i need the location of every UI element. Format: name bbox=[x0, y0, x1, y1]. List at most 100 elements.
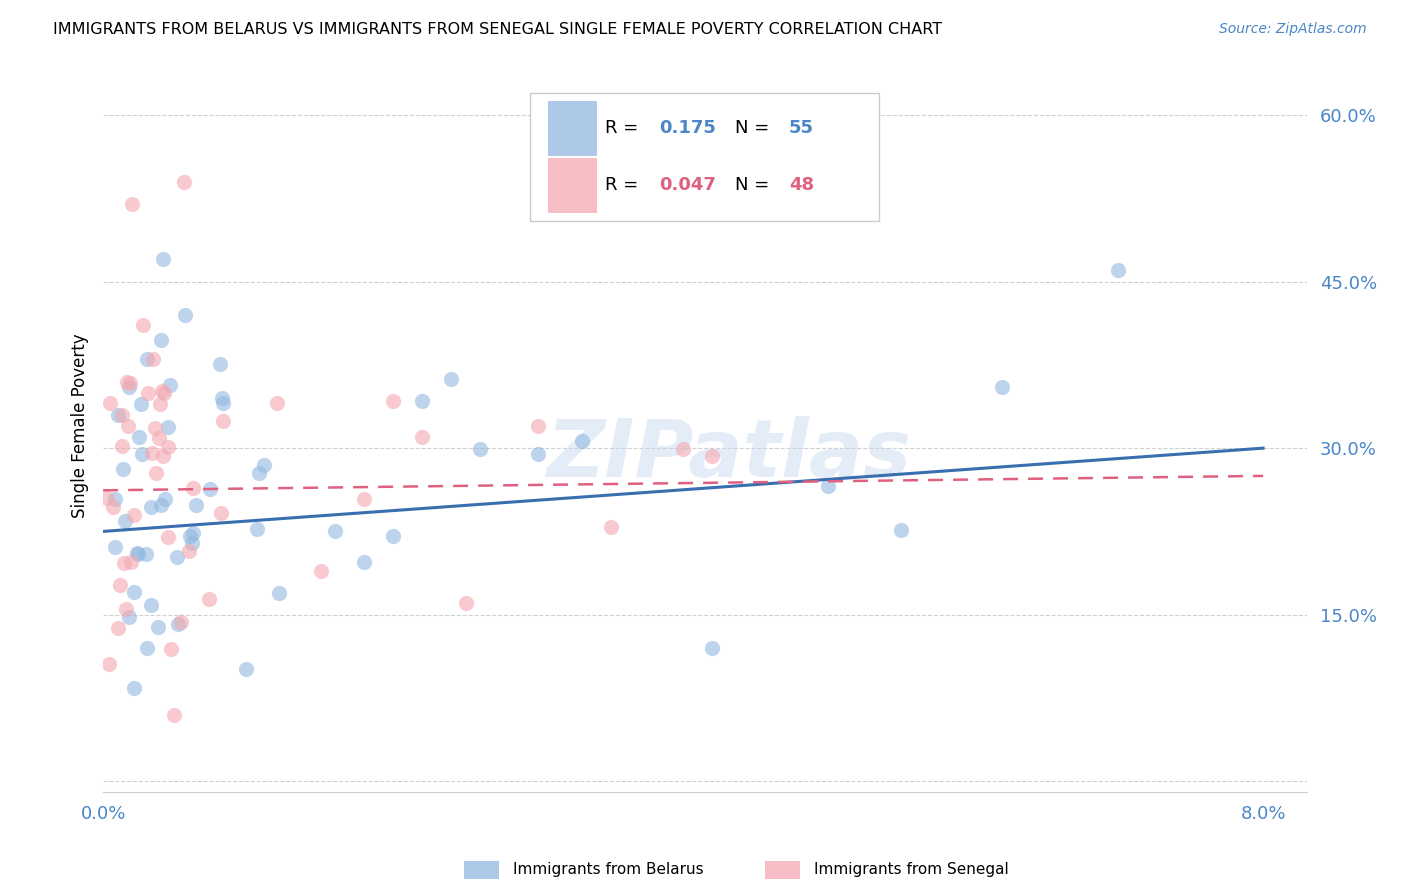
Point bbox=[468, 442, 491, 456]
Point bbox=[118, 376, 141, 390]
Point bbox=[166, 549, 188, 564]
Point bbox=[177, 544, 200, 558]
Point bbox=[117, 419, 139, 434]
Point bbox=[156, 440, 179, 454]
Point bbox=[173, 308, 195, 322]
Point bbox=[353, 555, 375, 569]
Point bbox=[527, 418, 550, 433]
Text: Immigrants from Belarus: Immigrants from Belarus bbox=[513, 863, 704, 877]
Point bbox=[166, 617, 188, 632]
Point bbox=[411, 393, 433, 408]
Point bbox=[267, 586, 290, 600]
Point bbox=[108, 578, 131, 592]
Point bbox=[145, 466, 167, 480]
Point bbox=[235, 662, 257, 676]
Point bbox=[132, 318, 155, 332]
Point bbox=[120, 555, 142, 569]
Point bbox=[454, 597, 477, 611]
Point bbox=[125, 545, 148, 559]
Point bbox=[700, 449, 723, 463]
Point bbox=[571, 434, 593, 448]
Point bbox=[136, 640, 159, 655]
Point bbox=[150, 333, 173, 347]
Point bbox=[157, 420, 180, 434]
Point bbox=[139, 598, 162, 612]
Point bbox=[115, 375, 138, 389]
Point bbox=[309, 564, 332, 578]
Point bbox=[122, 508, 145, 522]
Point bbox=[111, 408, 134, 422]
Text: N =: N = bbox=[735, 120, 775, 137]
Point bbox=[672, 442, 695, 456]
Point bbox=[382, 528, 405, 542]
Text: Immigrants from Senegal: Immigrants from Senegal bbox=[814, 863, 1010, 877]
Point bbox=[152, 252, 174, 267]
Point bbox=[181, 525, 204, 540]
Point bbox=[131, 447, 153, 461]
Text: IMMIGRANTS FROM BELARUS VS IMMIGRANTS FROM SENEGAL SINGLE FEMALE POVERTY CORRELA: IMMIGRANTS FROM BELARUS VS IMMIGRANTS FR… bbox=[53, 22, 942, 37]
Point bbox=[323, 524, 346, 538]
Point bbox=[266, 396, 288, 410]
Point bbox=[184, 498, 207, 512]
Point bbox=[160, 641, 183, 656]
Point bbox=[411, 429, 433, 443]
Point bbox=[122, 681, 145, 695]
Point bbox=[135, 547, 157, 561]
Point bbox=[103, 500, 125, 515]
Point bbox=[148, 431, 170, 445]
Point bbox=[98, 657, 121, 671]
Point bbox=[141, 446, 163, 460]
Point bbox=[209, 357, 232, 371]
Point bbox=[382, 394, 405, 409]
Text: ZIPatlas: ZIPatlas bbox=[547, 417, 911, 494]
Text: 55: 55 bbox=[789, 120, 814, 137]
Point bbox=[114, 515, 136, 529]
Text: R =: R = bbox=[605, 176, 644, 194]
Point bbox=[122, 585, 145, 599]
FancyBboxPatch shape bbox=[548, 158, 596, 212]
FancyBboxPatch shape bbox=[530, 93, 879, 221]
Point bbox=[135, 352, 157, 367]
Point bbox=[127, 547, 149, 561]
Point bbox=[150, 384, 173, 398]
Point bbox=[211, 391, 233, 405]
Point bbox=[96, 491, 118, 506]
Point bbox=[111, 462, 134, 476]
Point bbox=[181, 481, 204, 495]
Point bbox=[118, 610, 141, 624]
Point bbox=[700, 640, 723, 655]
Point bbox=[252, 458, 274, 473]
FancyBboxPatch shape bbox=[548, 101, 596, 156]
Point bbox=[98, 396, 121, 410]
Point bbox=[353, 491, 375, 506]
Point bbox=[142, 352, 165, 367]
Point bbox=[817, 478, 839, 492]
Point bbox=[211, 414, 233, 428]
Point bbox=[198, 482, 221, 496]
Point bbox=[159, 378, 181, 392]
Point bbox=[440, 372, 463, 386]
Point bbox=[152, 450, 174, 464]
Text: 0.047: 0.047 bbox=[659, 176, 716, 194]
Point bbox=[141, 500, 163, 514]
Point bbox=[212, 396, 235, 410]
Point bbox=[128, 430, 150, 444]
Point bbox=[247, 466, 270, 480]
Point bbox=[136, 385, 159, 400]
Point bbox=[209, 506, 232, 520]
Point bbox=[599, 519, 621, 533]
Point bbox=[181, 535, 204, 549]
Point bbox=[991, 380, 1014, 394]
Point bbox=[129, 396, 152, 410]
Point bbox=[527, 448, 550, 462]
Point bbox=[156, 530, 179, 544]
Point bbox=[107, 621, 129, 635]
Point bbox=[149, 397, 172, 411]
Point bbox=[148, 620, 170, 634]
Point bbox=[150, 498, 173, 512]
Point bbox=[107, 408, 129, 422]
Point bbox=[173, 175, 195, 189]
Point bbox=[163, 707, 186, 722]
Point bbox=[104, 540, 127, 554]
Text: Source: ZipAtlas.com: Source: ZipAtlas.com bbox=[1219, 22, 1367, 37]
